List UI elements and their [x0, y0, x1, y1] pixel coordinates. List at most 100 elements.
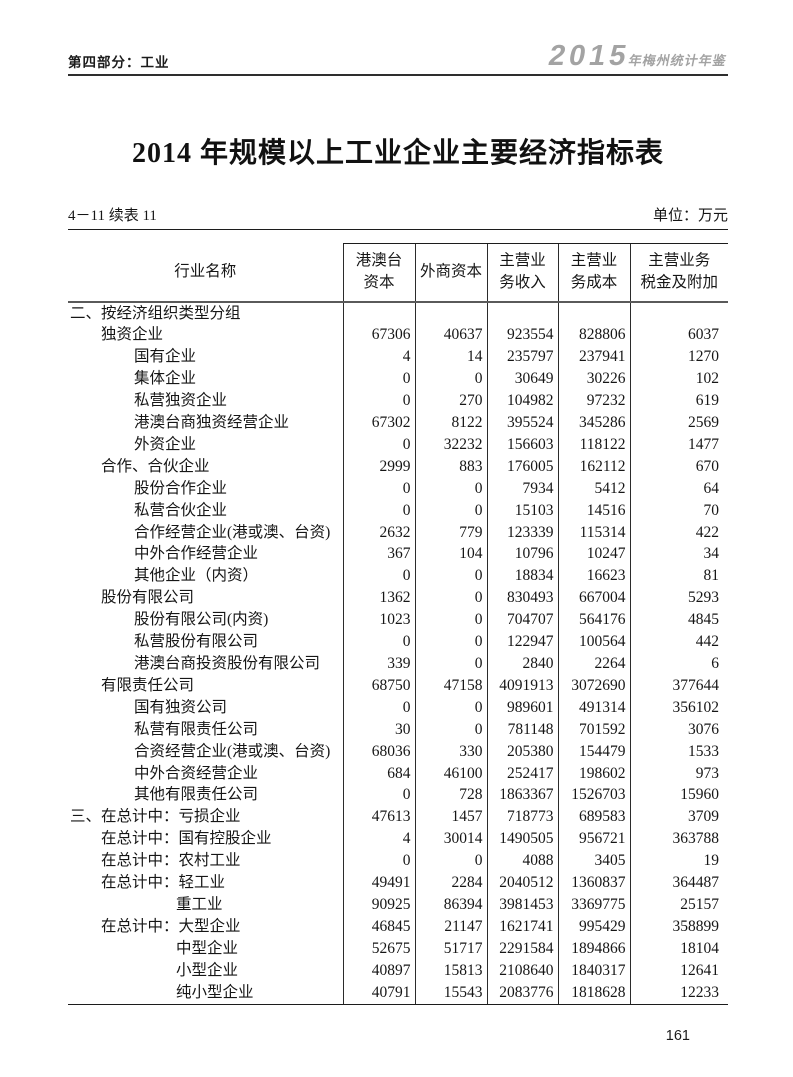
cell-value: 2040512 [486, 872, 558, 894]
cell-value: 102 [629, 368, 728, 391]
cell-value: 367 [342, 543, 415, 566]
cell-value: 5293 [629, 587, 728, 610]
cell-value [629, 301, 728, 325]
cell-value: 973 [629, 762, 728, 785]
cell-value: 718773 [486, 806, 558, 829]
cell-value: 32232 [414, 433, 487, 456]
cell-value: 339 [342, 653, 415, 675]
cell-value: 7934 [486, 477, 558, 500]
cell-value: 923554 [486, 324, 558, 347]
cell-value: 2291584 [486, 937, 558, 960]
cell-value: 205380 [486, 740, 558, 763]
cell-value: 14516 [557, 499, 630, 522]
cell-value: 6 [629, 653, 728, 675]
cell-value: 356102 [629, 696, 728, 719]
row-label: 集体企业 [134, 370, 197, 388]
cell-value: 670 [629, 455, 728, 478]
cell-value: 1533 [629, 740, 728, 763]
row-label: 股份有限公司(内资) [134, 611, 269, 629]
cell-value: 0 [342, 784, 415, 807]
row-label: 在总计中：轻工业 [101, 874, 226, 892]
cell-value: 115314 [557, 521, 630, 544]
table-row: 中外合作经营企业 367 104 10796 10247 34 [68, 543, 728, 566]
cell-value: 30226 [557, 368, 630, 391]
cell-value: 156603 [486, 433, 558, 456]
row-label: 在总计中：农村工业 [101, 852, 241, 870]
cell-value: 689583 [557, 806, 630, 829]
row-label: 私营合伙企业 [134, 501, 228, 519]
cell-value: 989601 [486, 696, 558, 719]
cell-value: 1360837 [557, 872, 630, 894]
row-label: 重工业 [176, 895, 223, 913]
table-header: 行业名称 港澳台 资本 外商资本 主营业 务收入 主营业 务成本 主营业务 税金… [68, 243, 728, 303]
running-header: 第四部分：工业 2015年梅州统计年鉴 [68, 0, 731, 76]
cell-value: 3072690 [557, 674, 630, 697]
row-label: 外资企业 [134, 435, 197, 453]
cell-value: 12233 [629, 981, 728, 1005]
cell-value: 0 [342, 499, 415, 522]
cell-value: 422 [629, 521, 728, 544]
cell-value: 2083776 [486, 981, 558, 1005]
cell-value: 118122 [557, 433, 630, 456]
cell-value: 1894866 [557, 937, 630, 960]
row-label: 其他企业（内资） [134, 567, 259, 585]
table-row: 股份合作企业 0 0 7934 5412 64 [68, 477, 728, 500]
cell-value: 0 [342, 696, 415, 719]
table-row: 外资企业 0 32232 156603 118122 1477 [68, 433, 728, 456]
cell-value: 995429 [557, 915, 630, 938]
row-label: 私营独资企业 [134, 392, 228, 410]
cell-value: 0 [414, 477, 487, 500]
row-label: 其他有限责任公司 [134, 786, 259, 804]
table-row: 合作经营企业(港或澳、台资) 2632 779 123339 115314 422 [68, 521, 728, 544]
cell-value: 684 [342, 762, 415, 785]
table-row: 港澳台商投资股份有限公司 339 0 2840 2264 6 [68, 653, 728, 675]
cell-value: 3981453 [486, 893, 558, 916]
cell-value: 358899 [629, 915, 728, 938]
cell-value: 19 [629, 850, 728, 873]
cell-value: 883 [414, 455, 487, 478]
table-row: 股份有限公司(内资) 1023 0 704707 564176 4845 [68, 609, 728, 632]
cell-value: 2108640 [486, 959, 558, 982]
cell-value: 1270 [629, 346, 728, 369]
cell-value: 270 [414, 390, 487, 413]
cell-value: 30649 [486, 368, 558, 391]
page-content: 第四部分：工业 2015年梅州统计年鉴 2014 年规模以上工业企业主要经济指标… [68, 0, 731, 1005]
cell-value: 5412 [557, 477, 630, 500]
cell-value: 4845 [629, 609, 728, 632]
cell-value: 2569 [629, 412, 728, 434]
cell-value: 491314 [557, 696, 630, 719]
cell-value: 68036 [342, 740, 415, 763]
cell-value: 364487 [629, 872, 728, 894]
table-row: 股份有限公司 1362 0 830493 667004 5293 [68, 587, 728, 610]
cell-value: 0 [342, 433, 415, 456]
cell-value: 442 [629, 631, 728, 653]
table-body: 二、按经济组织类型分组 独资企业 67306 40637 923554 828806 603… [68, 301, 728, 1005]
cell-value: 0 [414, 718, 487, 741]
cell-value: 30014 [414, 828, 487, 851]
row-label: 三、在总计中：亏损企业 [70, 808, 241, 826]
cell-value: 779 [414, 521, 487, 544]
cell-value: 123339 [486, 521, 558, 544]
yearbook-logo: 2015年梅州统计年鉴 [546, 40, 731, 72]
table-row: 在总计中：轻工业 49491 2284 2040512 1360837 364487 [68, 872, 728, 894]
cell-value: 3369775 [557, 893, 630, 916]
table-row: 港澳台商独资经营企业 67302 8122 395524 345286 2569 [68, 412, 728, 434]
cell-value: 619 [629, 390, 728, 413]
row-label: 小型企业 [176, 961, 239, 979]
cell-value: 728 [414, 784, 487, 807]
row-label: 股份合作企业 [134, 479, 228, 497]
cell-value: 0 [342, 565, 415, 588]
table-row: 中外合资经营企业 684 46100 252417 198602 973 [68, 762, 728, 785]
table-number: 4－11 续表 11 [68, 208, 157, 224]
row-label: 港澳台商独资经营企业 [134, 414, 290, 432]
cell-value: 0 [414, 565, 487, 588]
table-row: 集体企业 0 0 30649 30226 102 [68, 368, 728, 391]
table-row: 在总计中：国有控股企业 4 30014 1490505 956721 363788 [68, 828, 728, 851]
cell-value: 49491 [342, 872, 415, 894]
table-row: 重工业 90925 86394 3981453 3369775 25157 [68, 893, 728, 916]
cell-value: 2840 [486, 653, 558, 675]
column-header-hmt-capital: 港澳台 资本 [342, 243, 415, 303]
cell-value: 47158 [414, 674, 487, 697]
cell-value: 67302 [342, 412, 415, 434]
cell-value: 15103 [486, 499, 558, 522]
